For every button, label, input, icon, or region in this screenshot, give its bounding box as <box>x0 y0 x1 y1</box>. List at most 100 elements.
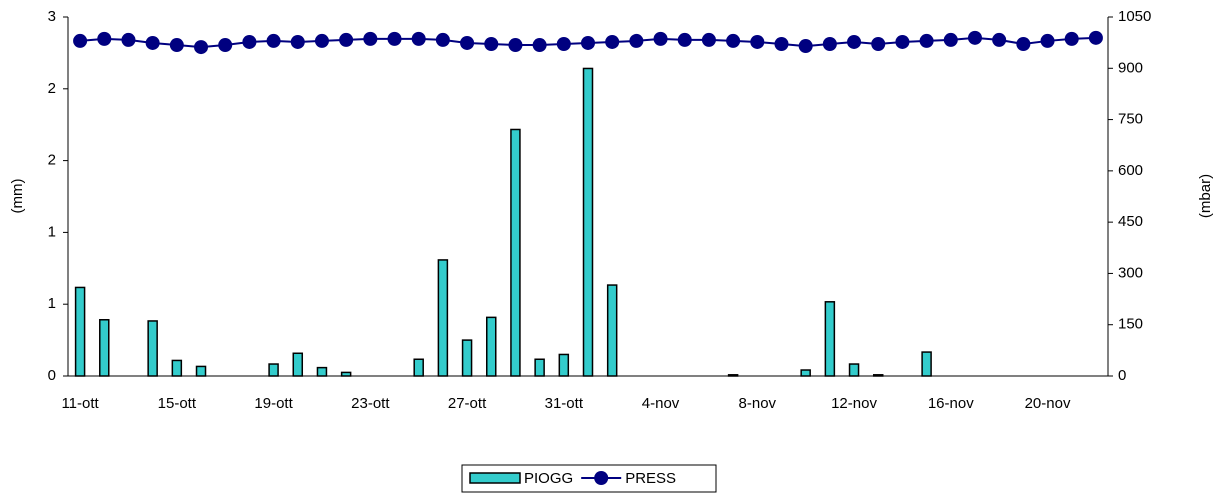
bar <box>486 316 497 377</box>
marker <box>484 37 499 52</box>
marker <box>1016 37 1031 52</box>
marker <box>871 37 886 52</box>
marker <box>97 31 112 46</box>
y2-tick-label: 900 <box>1118 59 1143 76</box>
y2-tick-label: 150 <box>1118 316 1143 333</box>
bar <box>800 369 811 377</box>
bar <box>292 352 304 377</box>
x-tick-label: 8-nov <box>739 395 777 412</box>
marker <box>145 35 160 50</box>
bar <box>316 366 328 377</box>
bar <box>558 353 570 377</box>
bar <box>147 320 158 377</box>
marker <box>992 32 1007 47</box>
y2-tick-label: 600 <box>1118 162 1143 179</box>
marker <box>339 32 354 47</box>
x-tick-label: 20-nov <box>1025 395 1071 412</box>
y2-tick-label: 750 <box>1118 111 1143 128</box>
x-tick-label: 19-ott <box>254 395 293 412</box>
marker <box>290 34 305 49</box>
bar <box>99 319 110 377</box>
bar <box>195 365 207 377</box>
marker <box>653 31 668 46</box>
marker <box>726 33 741 48</box>
marker <box>266 33 281 48</box>
marker <box>919 33 934 48</box>
y2-tick-label: 0 <box>1118 367 1126 384</box>
marker <box>750 34 765 49</box>
marker <box>242 34 257 49</box>
marker <box>387 31 402 46</box>
marker <box>581 35 595 50</box>
bar <box>534 358 545 377</box>
marker <box>1064 31 1079 46</box>
bar <box>171 359 183 377</box>
x-tick-label: 4-nov <box>642 395 680 412</box>
y2-tick-label: 1050 <box>1118 8 1151 25</box>
y2-axis-label: (mbar) <box>1197 174 1214 218</box>
bar <box>510 128 521 377</box>
marker <box>798 39 813 54</box>
bar <box>824 301 836 377</box>
bar <box>437 259 449 377</box>
legend-label: PRESS <box>625 470 676 487</box>
legend-swatch <box>469 472 521 484</box>
marker <box>411 31 426 46</box>
bar <box>921 351 932 377</box>
y2-tick-label: 450 <box>1118 213 1143 230</box>
x-tick-label: 16-nov <box>928 395 974 412</box>
y-tick-label: 3 <box>48 8 56 25</box>
bar <box>413 358 424 377</box>
y2-tick-label: 300 <box>1118 264 1143 281</box>
x-tick-label: 11-ott <box>61 395 99 412</box>
y-tick-label: 1 <box>48 295 56 312</box>
marker <box>121 32 136 47</box>
bar <box>872 374 884 377</box>
x-tick-label: 12-nov <box>831 395 877 412</box>
x-tick-label: 15-ott <box>158 395 197 412</box>
marker <box>1040 33 1055 48</box>
bar <box>268 363 279 377</box>
marker <box>822 37 837 52</box>
legend-label: PIOGG <box>524 470 573 487</box>
x-tick-label: 27-ott <box>448 395 487 412</box>
legend: PIOGG PRESS <box>461 464 717 493</box>
marker <box>774 37 789 52</box>
marker <box>194 40 209 55</box>
marker <box>169 38 184 53</box>
marker <box>967 30 982 45</box>
marker <box>532 38 547 53</box>
bar <box>727 374 739 377</box>
bar <box>74 286 86 377</box>
bar <box>848 363 860 377</box>
bar <box>606 284 618 377</box>
marker <box>460 35 475 50</box>
marker <box>1088 30 1103 45</box>
marker <box>943 32 958 47</box>
marker <box>508 38 523 53</box>
bar <box>461 339 473 377</box>
y-tick-label: 2 <box>48 152 56 169</box>
marker <box>556 37 571 52</box>
legend-marker <box>594 471 609 485</box>
marker <box>218 38 233 53</box>
y-tick-label: 2 <box>48 80 56 97</box>
marker <box>895 34 910 49</box>
marker <box>701 32 716 47</box>
bar <box>340 371 352 377</box>
marker <box>847 34 862 49</box>
marker <box>73 33 88 48</box>
y-tick-label: 0 <box>48 367 56 384</box>
x-tick-label: 31-ott <box>545 395 584 412</box>
marker <box>435 32 450 47</box>
y-tick-label: 1 <box>48 223 56 240</box>
marker <box>677 32 692 47</box>
marker <box>363 31 378 46</box>
marker <box>605 34 620 49</box>
x-tick-label: 23-ott <box>351 395 390 412</box>
marker <box>629 33 644 48</box>
marker <box>314 33 329 48</box>
bar <box>582 67 594 377</box>
y-axis-label: (mm) <box>9 179 26 214</box>
